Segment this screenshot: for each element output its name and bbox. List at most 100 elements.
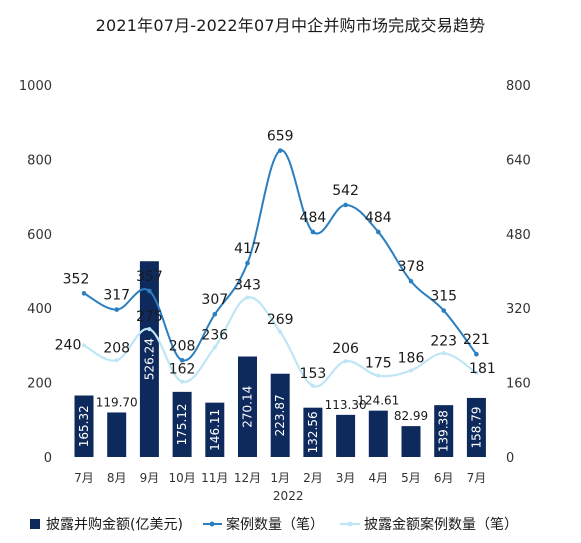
data-point-case-count xyxy=(245,260,250,266)
disclosed-cases-label: 269 xyxy=(267,312,294,328)
disclosed-cases-label: 181 xyxy=(469,361,496,377)
y-left-tick-label: 600 xyxy=(27,228,52,243)
case-count-label: 542 xyxy=(332,183,359,199)
bar-value-label: 124.61 xyxy=(357,394,399,408)
y-left-tick-label: 200 xyxy=(27,377,52,392)
data-point-case-count xyxy=(310,229,316,235)
bar-value-label: 82.99 xyxy=(394,409,428,423)
data-point-case-count xyxy=(408,278,414,284)
bar-value-label: 270.14 xyxy=(241,386,255,428)
data-point-disclosed-cases xyxy=(376,373,381,378)
disclosed-cases-label: 186 xyxy=(398,351,425,367)
disclosed-cases-label: 206 xyxy=(332,341,359,357)
data-point-case-count xyxy=(179,357,185,363)
x-tick-label: 6月 xyxy=(434,471,454,485)
data-point-disclosed-cases xyxy=(310,383,315,388)
bar-value-label: 165.32 xyxy=(77,405,91,447)
disclosed-cases-label: 223 xyxy=(430,333,457,349)
disclosed-cases-label: 153 xyxy=(300,366,327,382)
data-point-disclosed-cases xyxy=(409,368,413,373)
x-tick-label: 4月 xyxy=(368,471,388,485)
bar-value-label: 175.12 xyxy=(175,403,189,445)
data-point-disclosed-cases xyxy=(278,329,283,334)
case-count-label: 208 xyxy=(169,338,196,354)
data-point-disclosed-cases xyxy=(82,343,86,348)
data-point-disclosed-cases xyxy=(147,327,152,332)
legend-label-disclosed-cases: 披露金额案例数量（笔） xyxy=(364,516,518,533)
bar xyxy=(401,426,421,457)
x-tick-label: 2月 xyxy=(303,471,323,485)
disclosed-cases-label: 240 xyxy=(55,337,82,353)
bar xyxy=(172,391,192,457)
bar xyxy=(336,414,356,457)
bar-value-label: 158.79 xyxy=(469,406,483,448)
data-point-case-count xyxy=(376,229,381,235)
data-point-disclosed-cases xyxy=(114,358,119,363)
data-point-case-count xyxy=(212,311,218,317)
bar-value-label: 223.87 xyxy=(273,394,287,436)
disclosed-cases-label: 343 xyxy=(234,278,261,294)
case-count-label: 315 xyxy=(430,289,457,305)
data-point-disclosed-cases xyxy=(245,295,250,300)
case-count-label: 378 xyxy=(398,259,425,275)
case-count-label: 317 xyxy=(103,288,130,304)
bar xyxy=(74,395,94,457)
case-count-label: 484 xyxy=(365,210,392,226)
disclosed-cases-label: 236 xyxy=(201,327,228,343)
bar-value-label: 526.24 xyxy=(142,338,156,380)
legend-swatch-amount xyxy=(30,519,40,529)
y-right-tick-label: 0 xyxy=(506,451,514,466)
case-count-label: 417 xyxy=(234,241,261,257)
data-point-disclosed-cases xyxy=(441,351,446,356)
case-count-label: 484 xyxy=(300,210,327,226)
legend-marker-disclosed-cases xyxy=(347,521,353,527)
x-tick-label: 8月 xyxy=(107,471,127,485)
y-left-tick-label: 0 xyxy=(44,451,52,466)
chart-title: 2021年07月-2022年07月中企并购市场完成交易趋势 xyxy=(95,16,486,35)
data-point-case-count xyxy=(81,291,87,296)
bar-value-label: 139.38 xyxy=(437,410,451,452)
y-right-tick-label: 800 xyxy=(506,79,531,94)
x-tick-label: 9月 xyxy=(140,471,160,485)
bar xyxy=(270,373,290,457)
bar xyxy=(368,410,388,457)
bar xyxy=(107,412,127,457)
disclosed-cases-label: 175 xyxy=(365,356,392,372)
disclosed-cases-label: 162 xyxy=(169,362,196,378)
x-year-label: 2022 xyxy=(273,489,304,503)
legend-label-case-count: 案例数量（笔） xyxy=(226,516,324,533)
x-tick-label: 10月 xyxy=(168,471,195,485)
data-point-case-count xyxy=(441,308,447,313)
case-count-label: 352 xyxy=(63,271,90,287)
data-point-case-count xyxy=(147,288,152,294)
data-point-case-count xyxy=(343,202,348,208)
case-count-label: 307 xyxy=(201,292,228,308)
data-point-case-count xyxy=(277,148,283,153)
bar-value-label: 146.11 xyxy=(208,409,222,451)
disclosed-cases-label: 208 xyxy=(103,340,130,356)
y-right-tick-label: 480 xyxy=(506,228,531,243)
case-count-label: 357 xyxy=(136,269,163,285)
legend-marker-case-count xyxy=(209,521,215,527)
y-left-tick-label: 400 xyxy=(27,302,52,317)
data-point-disclosed-cases xyxy=(343,359,348,364)
bar xyxy=(139,261,159,457)
x-tick-label: 7月 xyxy=(467,471,487,485)
bar-value-label: 119.70 xyxy=(96,395,138,409)
x-tick-label: 7月 xyxy=(74,471,94,485)
bar xyxy=(466,397,486,457)
x-tick-label: 3月 xyxy=(336,471,356,485)
bar xyxy=(303,407,323,457)
x-tick-label: 5月 xyxy=(401,471,421,485)
bar-value-label: 113.30 xyxy=(325,398,367,412)
bar-value-label: 132.56 xyxy=(306,411,320,453)
bar xyxy=(434,405,454,457)
bar xyxy=(238,356,257,457)
x-tick-label: 11月 xyxy=(201,471,228,485)
y-left-tick-label: 800 xyxy=(27,153,52,168)
data-point-disclosed-cases xyxy=(212,345,217,350)
x-tick-label: 12月 xyxy=(234,471,261,485)
data-point-disclosed-cases xyxy=(180,379,185,384)
